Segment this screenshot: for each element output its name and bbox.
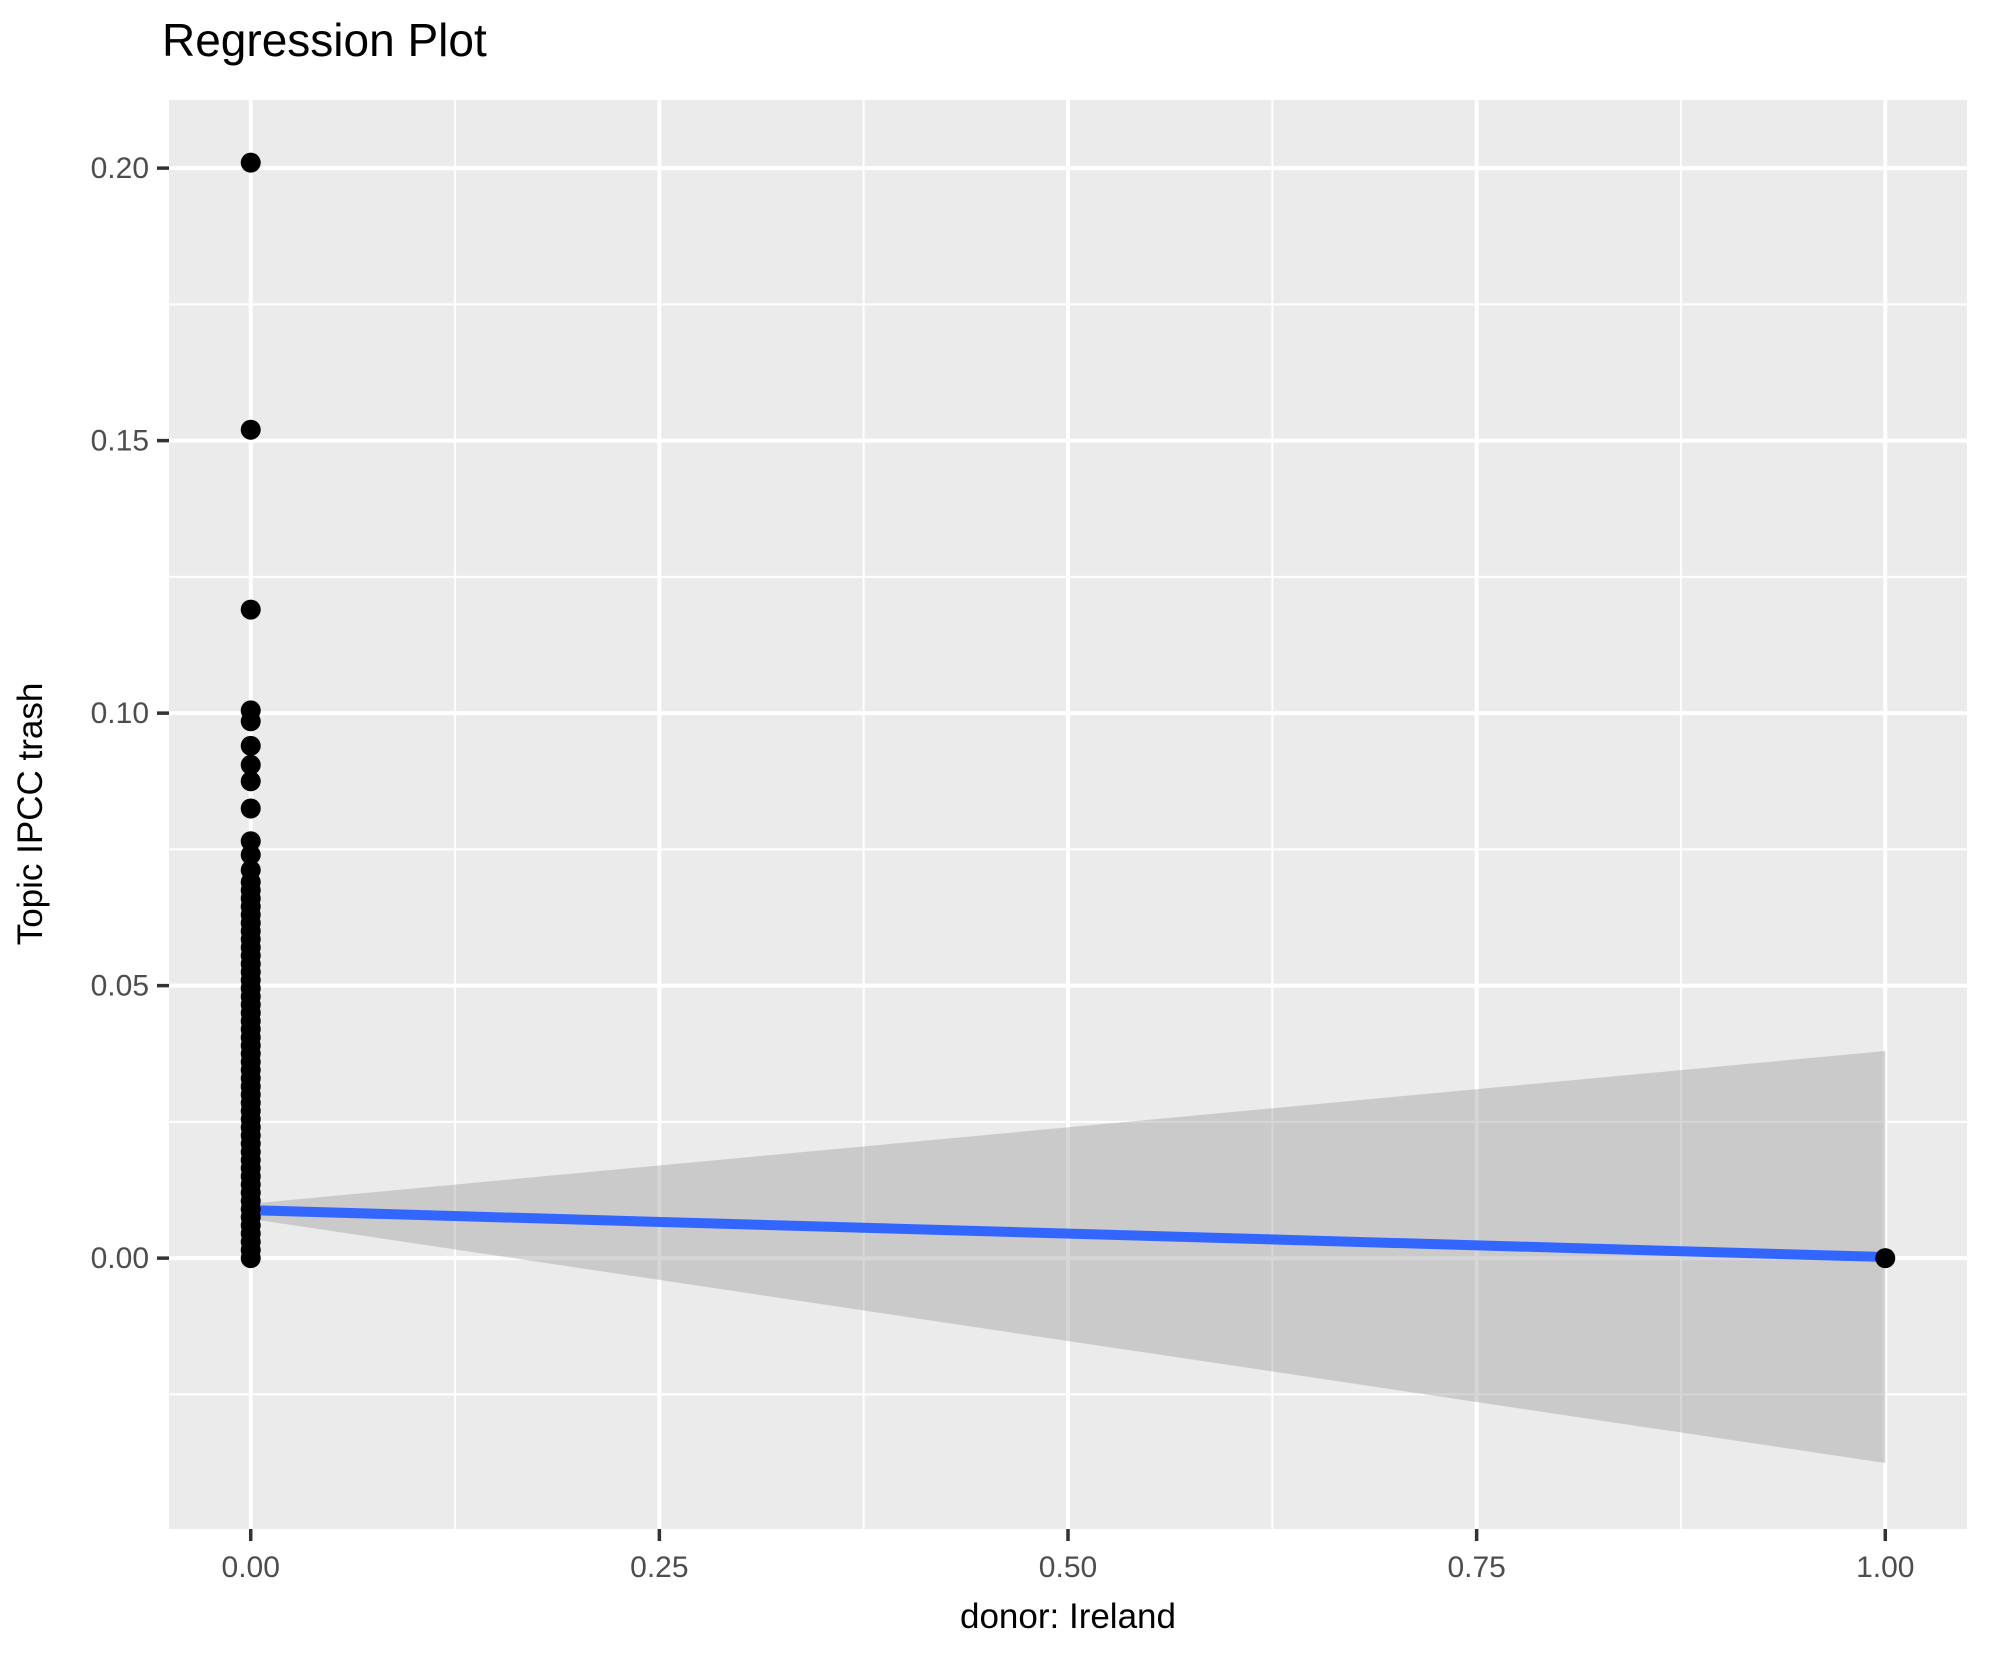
- y-tick-label: 0.15: [91, 425, 149, 458]
- x-tick-label: 0.00: [222, 1551, 280, 1584]
- data-point: [240, 754, 261, 775]
- x-tick-label: 0.25: [630, 1551, 688, 1584]
- data-point: [240, 735, 261, 756]
- regression-line-segment: [250, 1205, 1886, 1263]
- data-point: [240, 798, 261, 819]
- confidence-band: [250, 1051, 1886, 1464]
- y-tick-label: 0.20: [91, 152, 149, 185]
- data-point: [240, 419, 261, 440]
- y-tick-label: 0.00: [91, 1242, 149, 1275]
- regression-line: [250, 1205, 1886, 1263]
- data-point: [240, 844, 261, 865]
- y-axis-title: Topic IPCC trash: [11, 683, 50, 946]
- x-tick-label: 1.00: [1856, 1551, 1914, 1584]
- x-tick-label: 0.50: [1039, 1551, 1097, 1584]
- confidence-band-area: [250, 1051, 1886, 1464]
- scatter-points: [240, 152, 1896, 1269]
- axis-tick-marks: [157, 166, 1888, 1541]
- y-tick-label: 0.10: [91, 697, 149, 730]
- y-tick-label: 0.05: [91, 970, 149, 1003]
- data-point: [240, 711, 261, 732]
- axis-tick-labels: 0.00 0.25 0.50 0.75 1.00 0.00 0.05 0.10 0.15 0.20: [91, 152, 1915, 1584]
- data-point: [240, 771, 261, 792]
- x-tick-label: 0.75: [1447, 1551, 1505, 1584]
- chart-title: Regression Plot: [162, 14, 487, 66]
- data-point: [240, 152, 261, 173]
- x-axis-title: donor: Ireland: [960, 1597, 1176, 1636]
- data-point: [240, 599, 261, 620]
- data-point: [1875, 1248, 1896, 1269]
- data-point: [240, 1248, 261, 1269]
